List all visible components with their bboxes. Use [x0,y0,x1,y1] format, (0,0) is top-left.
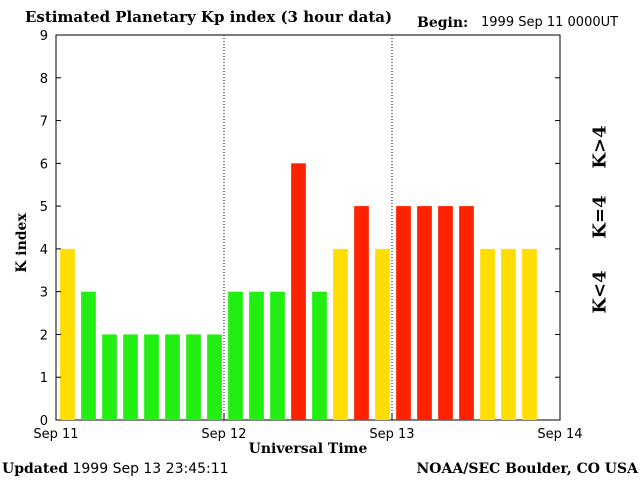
kp-bar [207,334,222,420]
kp-bar [144,334,159,420]
kp-bar [270,291,285,420]
legend-high: K>4 [589,125,611,169]
x-tick-label: Sep 11 [33,427,78,442]
kp-bar [165,334,180,420]
y-tick-label: 8 [40,72,48,87]
y-tick-label: 0 [40,414,48,429]
y-axis-label: K index [14,213,30,273]
legend-low: K<4 [589,270,611,314]
kp-bar [333,248,348,420]
kp-bar [81,291,96,420]
kp-bar [375,248,390,420]
plot-frame [55,34,561,421]
legend-equal: K=4 [589,195,611,239]
updated-line: Updated 1999 Sep 13 23:45:11 [2,461,229,477]
y-tick-label: 6 [40,157,48,172]
y-tick-label: 3 [40,286,48,301]
x-tick-label: Sep 13 [369,427,414,442]
kp-bar [102,334,117,420]
source-credit: NOAA/SEC Boulder, CO USA [416,461,639,477]
begin-value: 1999 Sep 11 0000UT [481,15,619,30]
kp-bar [480,248,495,420]
kp-bar [459,206,474,420]
begin-label: Begin: [417,15,469,31]
kp-bar [312,291,327,420]
kp-bar [501,248,516,420]
y-tick-label: 2 [40,328,48,343]
kp-bar [522,248,537,420]
y-tick-label: 4 [40,243,48,258]
kp-bar [291,163,306,421]
kp-bar [123,334,138,420]
x-tick-label: Sep 14 [537,427,582,442]
updated-label: Updated [2,461,69,477]
kp-bar [438,206,453,420]
kp-bar [228,291,243,420]
y-tick-label: 1 [40,371,48,386]
kp-bar [249,291,264,420]
updated-value: 1999 Sep 13 23:45:11 [72,461,229,477]
y-tick-label: 7 [40,115,48,130]
y-tick-label: 9 [40,29,48,44]
x-axis-label: Universal Time [248,441,368,457]
chart-title: Estimated Planetary Kp index (3 hour dat… [25,8,393,26]
kp-bar [417,206,432,420]
kp-bar [60,248,75,420]
x-tick-label: Sep 12 [201,427,246,442]
y-tick-label: 5 [40,200,48,215]
kp-bar [354,206,369,420]
kp-bar [396,206,411,420]
kp-bar [186,334,201,420]
